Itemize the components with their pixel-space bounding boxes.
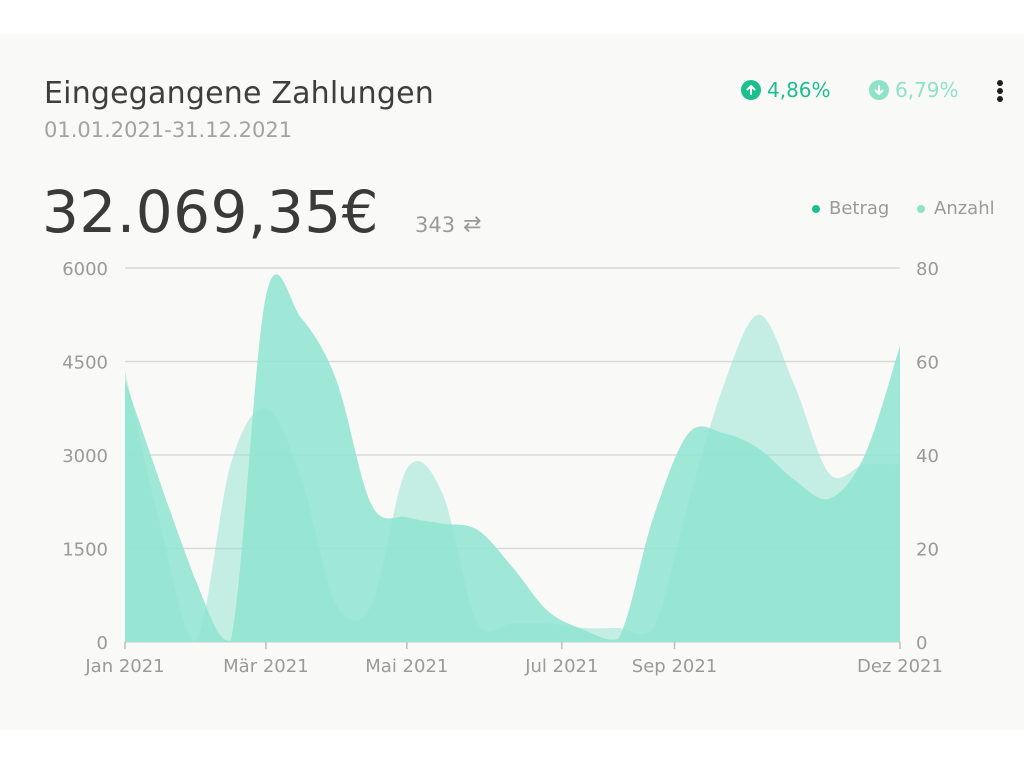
transaction-count: 343 ⇄ (415, 212, 482, 237)
date-range: 01.01.2021-31.12.2021 (44, 118, 293, 142)
y-left-tick-label: 4500 (62, 353, 108, 374)
y-right-tick-label: 0 (916, 633, 927, 654)
legend-label-betrag: Betrag (829, 198, 890, 219)
arrow-down-circle-icon (869, 80, 889, 100)
y-right-tick-label: 20 (916, 540, 939, 561)
legend-item-anzahl[interactable]: Anzahl (917, 198, 995, 219)
area-betrag (125, 274, 900, 642)
trend-up-value: 4,86% (767, 78, 831, 102)
x-tick-label: Mai 2021 (365, 656, 448, 677)
swap-arrows-icon: ⇄ (463, 212, 482, 237)
trend-down-value: 6,79% (895, 78, 959, 102)
legend-dot-betrag (812, 204, 820, 213)
trend-up-badge: 4,86% (741, 76, 831, 104)
arrow-up-circle-icon (741, 80, 761, 100)
chart-axes: 0 0 1500 20 3000 40 4500 60 6000 80 Jan 2021 Mär 20… (62, 259, 943, 677)
card-title: Eingegangene Zahlungen (44, 76, 434, 111)
legend-dot-anzahl (917, 204, 925, 213)
x-tick-label: Jul 2021 (524, 656, 598, 677)
y-right-tick-label: 60 (916, 353, 939, 374)
total-amount: 32.069,35€ (42, 178, 380, 246)
y-left-tick-label: 0 (97, 633, 108, 654)
count-value: 343 (415, 212, 456, 237)
x-tick-label: Mär 2021 (223, 656, 309, 677)
legend-item-betrag[interactable]: Betrag (812, 198, 889, 219)
y-left-tick-label: 3000 (62, 446, 108, 467)
y-left-tick-label: 1500 (62, 540, 108, 561)
chart-areas (125, 274, 900, 642)
legend-label-anzahl: Anzahl (934, 198, 995, 219)
x-tick-label: Dez 2021 (857, 656, 943, 677)
y-right-tick-label: 40 (916, 446, 939, 467)
trend-down-badge: 6,79% (869, 76, 959, 104)
y-left-tick-label: 6000 (62, 259, 108, 280)
more-vertical-icon[interactable] (990, 78, 1010, 104)
x-tick-label: Jan 2021 (84, 656, 164, 677)
y-right-tick-label: 80 (916, 259, 939, 280)
x-tick-label: Sep 2021 (632, 656, 717, 677)
